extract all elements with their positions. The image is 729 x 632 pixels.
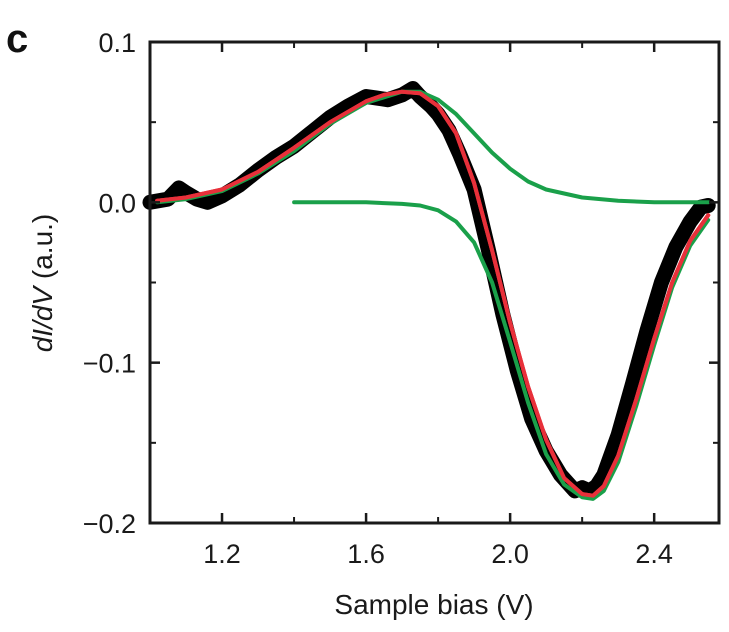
y-axis-label-quantity: dI/dV xyxy=(27,285,58,353)
y-tick-label: −0.1 xyxy=(83,349,136,379)
x-axis-label: Sample bias (V) xyxy=(334,589,533,620)
ticks-layer: 1.2 1.6 2.0 2.4 0.1 0.0 −0.1 −0.2 xyxy=(83,28,719,569)
panel-label: c xyxy=(6,17,28,61)
y-tick-label: 0.0 xyxy=(98,188,136,218)
y-axis-label: dI/dV (a.u.) xyxy=(27,214,58,353)
x-tick-label: 1.6 xyxy=(347,539,385,569)
series-fit-overlay xyxy=(155,89,711,498)
x-tick-label: 2.4 xyxy=(635,539,673,569)
y-tick-label: −0.2 xyxy=(83,509,136,539)
series-layer xyxy=(142,81,716,501)
x-tick-label: 2.0 xyxy=(491,539,529,569)
y-tick-label: 0.1 xyxy=(98,28,136,58)
y-axis-label-unit: (a.u.) xyxy=(27,214,58,287)
x-tick-label: 1.2 xyxy=(203,539,241,569)
